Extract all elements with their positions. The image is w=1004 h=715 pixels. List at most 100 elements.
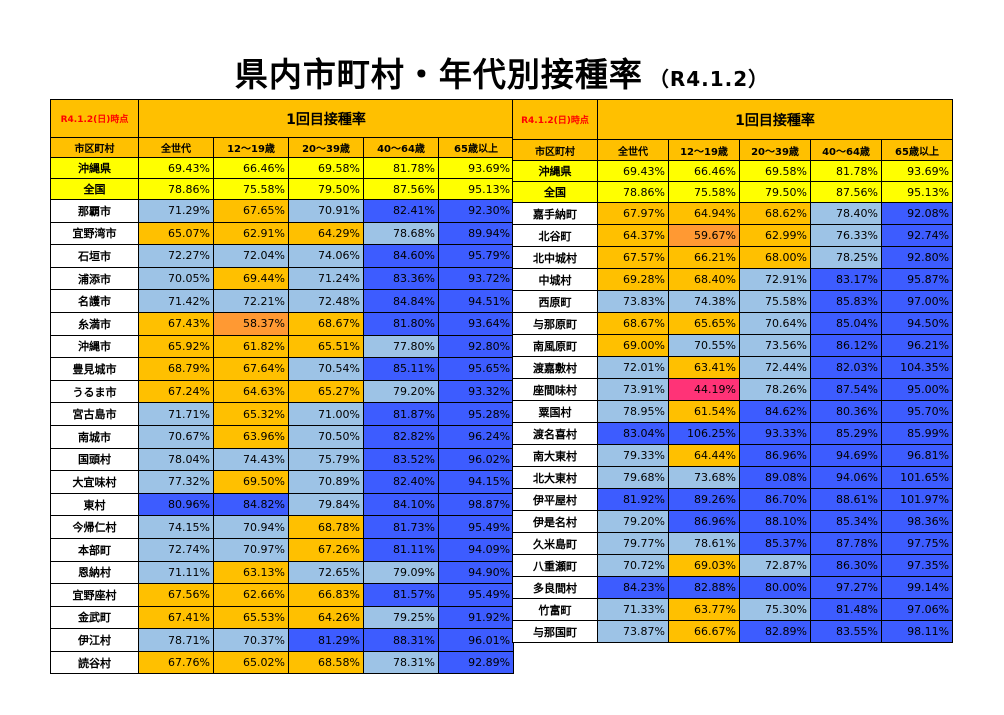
municipality-name: 南城市 [50,424,139,449]
vaccination-table-right: R4.1.2(日)時点 1回目接種率 市区町村 全世代 12～19歳 20～39歳 40～6… [512,99,954,643]
rate-cell: 63.13% [213,560,289,585]
rate-cell: 72.44% [739,356,811,379]
rate-cell: 71.71% [138,402,214,426]
rate-cell: 65.27% [288,379,364,404]
municipality-name: 嘉手納町 [512,202,598,225]
rate-cell: 80.00% [739,576,811,599]
rate-cell: 92.30% [437,199,515,223]
summary-value: 69.58% [288,157,364,179]
rate-cell: 82.82% [363,424,439,449]
rate-cell: 83.52% [363,447,439,472]
table-row: 渡嘉敷村 72.01% 63.41% 72.44% 82.03% 104.35% [512,356,954,379]
summary-value: 93.69% [437,157,515,179]
table-row: 国頭村 78.04% 74.43% 75.79% 83.52% 96.02% [50,447,515,472]
rate-cell: 74.15% [138,515,214,539]
rate-cell: 95.87% [880,268,954,291]
rate-cell: 96.21% [880,334,954,357]
rate-cell: 65.51% [288,334,364,359]
table-row: 北谷町 64.37% 59.67% 62.99% 76.33% 92.74% [512,224,954,247]
rate-cell: 84.84% [363,289,439,313]
municipality-name: 読谷村 [50,650,139,675]
rate-cell: 72.48% [288,289,364,313]
rate-cell: 95.49% [437,583,515,607]
rate-cell: 89.94% [437,221,515,246]
rate-cell: 64.94% [668,202,740,225]
rate-cell: 91.92% [437,605,515,630]
rate-cell: 82.41% [363,199,439,223]
rate-cell: 85.83% [810,290,882,313]
rate-cell: 82.88% [668,576,740,599]
municipality-name: 金武町 [50,605,139,630]
rate-cell: 85.34% [810,510,882,533]
rate-cell: 97.06% [880,598,954,621]
rate-cell: 72.21% [213,289,289,313]
rate-cell: 70.89% [288,470,364,494]
dose-header: 1回目接種率 [137,99,515,138]
rate-cell: 98.36% [880,510,954,533]
column-header-row: 市区町村 全世代 12～19歳 20～39歳 40～64歳 65歳以上 [512,139,954,161]
municipality-name: 浦添市 [50,266,139,291]
rate-cell: 77.32% [138,470,214,494]
column-header: 12～19歳 [668,139,740,161]
summary-name: 沖縄県 [512,160,598,182]
table-row: 北中城村 67.57% 66.21% 68.00% 78.25% 92.80% [512,246,954,269]
table-row: 恩納村 71.11% 63.13% 72.65% 79.09% 94.90% [50,560,515,585]
rate-cell: 78.71% [138,628,214,652]
summary-value: 66.46% [668,160,740,182]
rate-cell: 70.64% [739,312,811,335]
rate-cell: 66.21% [668,246,740,269]
table-row: 伊江村 78.71% 70.37% 81.29% 88.31% 96.01% [50,628,515,652]
summary-name: 沖縄県 [50,157,139,179]
rate-cell: 44.19% [668,378,740,401]
table-row: 宜野湾市 65.07% 62.91% 64.29% 78.68% 89.94% [50,221,515,246]
rate-cell: 70.55% [668,334,740,357]
municipality-name: 宜野湾市 [50,221,139,246]
rate-cell: 95.65% [437,357,515,381]
rate-cell: 79.09% [363,560,439,585]
municipality-name: 南大東村 [512,444,598,467]
rate-cell: 68.78% [288,515,364,539]
column-header: 40～64歳 [810,139,882,161]
rate-cell: 63.77% [668,598,740,621]
summary-value: 95.13% [880,181,954,203]
rate-cell: 78.95% [597,400,669,423]
rate-cell: 64.26% [288,605,364,630]
municipality-name: 今帰仁村 [50,515,139,539]
table-row: 北大東村 79.68% 73.68% 89.08% 94.06% 101.65% [512,466,954,489]
rate-cell: 92.74% [880,224,954,247]
rate-cell: 78.61% [668,532,740,555]
rate-cell: 80.96% [138,492,214,517]
table-row: 名護市 71.42% 72.21% 72.48% 84.84% 94.51% [50,289,515,313]
rate-cell: 74.06% [288,244,364,268]
rate-cell: 71.42% [138,289,214,313]
rate-cell: 84.60% [363,244,439,268]
rate-cell: 74.43% [213,447,289,472]
rate-cell: 93.72% [437,266,515,291]
table-row: 那覇市 71.29% 67.65% 70.91% 82.41% 92.30% [50,199,515,223]
rate-cell: 86.12% [810,334,882,357]
rate-cell: 67.76% [138,650,214,675]
rate-cell: 81.57% [363,583,439,607]
column-header: 20～39歳 [739,139,811,161]
rate-cell: 70.94% [213,515,289,539]
rate-cell: 62.99% [739,224,811,247]
rate-cell: 79.77% [597,532,669,555]
rate-cell: 65.02% [213,650,289,675]
summary-value: 75.58% [668,181,740,203]
rate-cell: 96.02% [437,447,515,472]
column-header: 全世代 [138,137,214,158]
rate-cell: 61.54% [668,400,740,423]
table-row: 竹富町 71.33% 63.77% 75.30% 81.48% 97.06% [512,598,954,621]
rate-cell: 68.67% [597,312,669,335]
as-of-date: R4.1.2(日)時点 [512,99,598,140]
municipality-name: 座間味村 [512,378,598,401]
rate-cell: 67.64% [213,357,289,381]
rate-cell: 93.64% [437,311,515,336]
municipality-name: 東村 [50,492,139,517]
table-row: 多良間村 84.23% 82.88% 80.00% 97.27% 99.14% [512,576,954,599]
rate-cell: 70.67% [138,424,214,449]
rate-cell: 99.14% [880,576,954,599]
rate-cell: 73.91% [597,378,669,401]
rate-cell: 83.55% [810,620,882,643]
rate-cell: 71.33% [597,598,669,621]
